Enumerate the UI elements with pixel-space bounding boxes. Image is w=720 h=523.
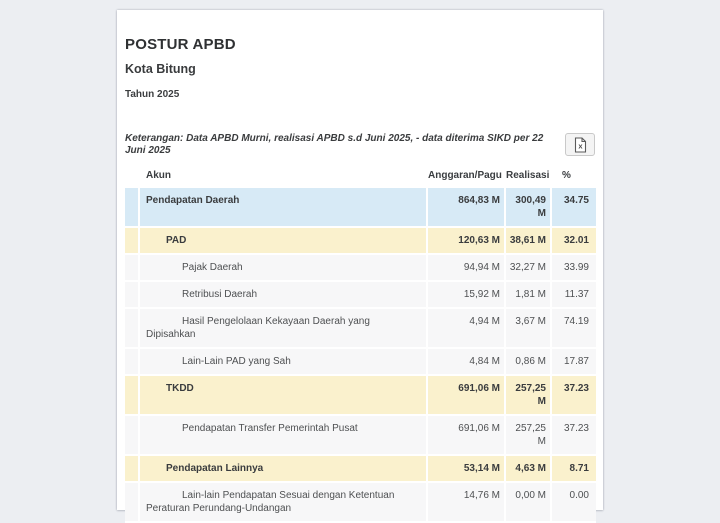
anggaran-cell: 15,92 M <box>427 281 506 309</box>
table-row: Pendapatan Daerah 864,83 M 300,49 M 34.75 <box>125 188 596 228</box>
data-note: Keterangan: Data APBD Murni, realisasi A… <box>125 132 544 156</box>
column-header-pct: % <box>551 163 596 188</box>
akun-cell: Pendapatan Transfer Pemerintah Pusat <box>139 415 428 456</box>
apbd-table: Akun Anggaran/Pagu Realisasi % Pendapata… <box>125 163 596 523</box>
row-expander-cell <box>125 308 140 349</box>
table-row: TKDD 691,06 M 257,25 M 37.23 <box>125 375 596 416</box>
region-subtitle: Kota Bitung <box>125 62 196 76</box>
page-title: POSTUR APBD <box>125 36 236 53</box>
report-card: POSTUR APBD Kota Bitung Tahun 2025 Keter… <box>117 10 603 523</box>
realisasi-cell: 1,81 M <box>505 281 552 309</box>
anggaran-cell: 4,94 M <box>427 308 506 349</box>
akun-cell: Pajak Daerah <box>139 254 428 282</box>
table-row: PAD 120,63 M 38,61 M 32.01 <box>125 227 596 255</box>
row-expander-cell <box>125 455 140 483</box>
pct-cell: 11.37 <box>551 281 596 309</box>
pct-cell: 74.19 <box>551 308 596 349</box>
row-expander-cell <box>125 348 140 376</box>
realisasi-cell: 3,67 M <box>505 308 552 349</box>
pct-cell: 34.75 <box>551 188 596 228</box>
table-row: Pendapatan Transfer Pemerintah Pusat 691,… <box>125 415 596 456</box>
pct-cell: 37.23 <box>551 375 596 416</box>
realisasi-cell: 0,00 M <box>505 482 552 523</box>
table-row: Pendapatan Lainnya 53,14 M 4,63 M 8.71 <box>125 455 596 483</box>
table-header-row: Akun Anggaran/Pagu Realisasi % <box>125 163 596 188</box>
table-row: Retribusi Daerah 15,92 M 1,81 M 11.37 <box>125 281 596 309</box>
realisasi-cell: 257,25 M <box>505 375 552 416</box>
realisasi-cell: 300,49 M <box>505 188 552 228</box>
akun-cell: Lain-lain Pendapatan Sesuai dengan Keten… <box>139 482 428 523</box>
table-row: Lain-Lain PAD yang Sah 4,84 M 0,86 M 17.87 <box>125 348 596 376</box>
table-row: Hasil Pengelolaan Kekayaan Daerah yang D… <box>125 308 596 349</box>
column-header-realisasi: Realisasi <box>505 163 552 188</box>
realisasi-cell: 257,25 M <box>505 415 552 456</box>
column-header-akun: Akun <box>139 163 428 188</box>
realisasi-cell: 4,63 M <box>505 455 552 483</box>
row-expander-cell <box>125 482 140 523</box>
akun-cell: Pendapatan Daerah <box>139 188 428 228</box>
note-row: Keterangan: Data APBD Murni, realisasi A… <box>125 133 595 156</box>
row-expander-cell <box>125 415 140 456</box>
table-row: Lain-lain Pendapatan Sesuai dengan Keten… <box>125 482 596 523</box>
anggaran-cell: 4,84 M <box>427 348 506 376</box>
pct-cell: 37.23 <box>551 415 596 456</box>
akun-cell: Retribusi Daerah <box>139 281 428 309</box>
export-excel-button[interactable]: x <box>565 133 595 156</box>
expander-column-header <box>125 163 140 188</box>
akun-cell: Hasil Pengelolaan Kekayaan Daerah yang D… <box>139 308 428 349</box>
anggaran-cell: 691,06 M <box>427 415 506 456</box>
row-expander-cell <box>125 281 140 309</box>
pct-cell: 0.00 <box>551 482 596 523</box>
anggaran-cell: 864,83 M <box>427 188 506 228</box>
row-expander-cell <box>125 375 140 416</box>
akun-cell: Pendapatan Lainnya <box>139 455 428 483</box>
anggaran-cell: 14,76 M <box>427 482 506 523</box>
anggaran-cell: 53,14 M <box>427 455 506 483</box>
realisasi-cell: 0,86 M <box>505 348 552 376</box>
realisasi-cell: 32,27 M <box>505 254 552 282</box>
svg-text:x: x <box>578 141 583 150</box>
row-expander-cell <box>125 254 140 282</box>
table-row: Pajak Daerah 94,94 M 32,27 M 33.99 <box>125 254 596 282</box>
akun-cell: PAD <box>139 227 428 255</box>
pct-cell: 32.01 <box>551 227 596 255</box>
anggaran-cell: 120,63 M <box>427 227 506 255</box>
realisasi-cell: 38,61 M <box>505 227 552 255</box>
akun-cell: TKDD <box>139 375 428 416</box>
pct-cell: 8.71 <box>551 455 596 483</box>
excel-file-icon: x <box>574 136 587 153</box>
anggaran-cell: 94,94 M <box>427 254 506 282</box>
column-header-anggaran: Anggaran/Pagu <box>427 163 506 188</box>
akun-cell: Lain-Lain PAD yang Sah <box>139 348 428 376</box>
pct-cell: 17.87 <box>551 348 596 376</box>
year-label: Tahun 2025 <box>125 89 180 100</box>
row-expander-cell <box>125 227 140 255</box>
pct-cell: 33.99 <box>551 254 596 282</box>
row-expander-cell <box>125 188 140 228</box>
anggaran-cell: 691,06 M <box>427 375 506 416</box>
